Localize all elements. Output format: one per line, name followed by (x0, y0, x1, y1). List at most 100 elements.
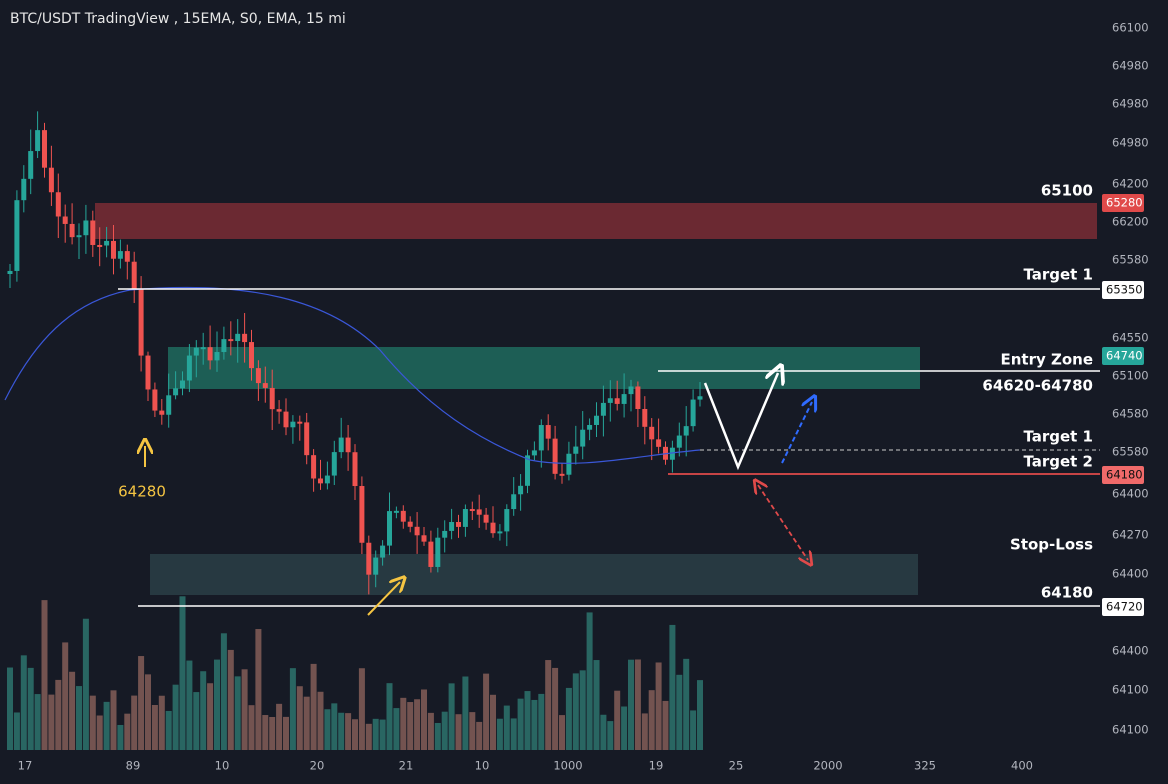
chart-title: BTC/USDT TradingView , 15EMA, S0, EMA, 1… (10, 11, 346, 27)
candle-body (683, 426, 689, 436)
time-axis-label: 10 (475, 759, 490, 773)
time-axis-label: 25 (729, 759, 744, 773)
candle-body (469, 509, 475, 512)
volume-bar (55, 679, 62, 750)
volume-bar (324, 709, 331, 750)
volume-bar (145, 674, 151, 750)
candle-body (221, 339, 227, 353)
candle-body (331, 452, 337, 476)
candle-body (366, 542, 372, 575)
volume-bar (421, 689, 427, 750)
price-tag-label: 65350 (1106, 283, 1143, 297)
candle-body (497, 531, 503, 534)
price-tag (1102, 347, 1144, 365)
candle-body (531, 450, 537, 456)
candle-body (621, 394, 627, 404)
volume-bar (34, 694, 41, 750)
projection-path (703, 373, 778, 471)
candle-body (276, 409, 282, 412)
volume-bar (76, 686, 82, 750)
candle-body (35, 130, 41, 152)
candle-body (352, 452, 358, 487)
time-axis-label: 10 (215, 759, 230, 773)
candle-body (214, 352, 220, 361)
volume-bar (434, 722, 441, 750)
price-axis-label: 64100 (1112, 683, 1149, 697)
candle-body (456, 522, 461, 527)
time-axis-label: 21 (399, 759, 414, 773)
annotation: Target 1 (1023, 428, 1093, 446)
volume-bar (103, 701, 110, 750)
volume-bar (338, 712, 345, 750)
volume-bar (358, 668, 365, 750)
annotation: 64280 (118, 483, 166, 501)
volume-bar (207, 683, 214, 750)
candle-body (525, 455, 530, 486)
annotation: Entry Zone (1000, 351, 1093, 369)
volume-bar (331, 703, 338, 750)
candle-body (104, 240, 110, 246)
volume-bar (697, 680, 703, 750)
volume-bar (400, 697, 407, 750)
candle-body (428, 541, 434, 567)
time-axis-label: 1000 (553, 759, 582, 773)
candle-body (304, 422, 310, 456)
volume-bar (165, 710, 172, 750)
volume-bar (648, 690, 655, 750)
time-axis-label: 17 (18, 759, 33, 773)
volume-bar (276, 703, 283, 750)
volume-bar (138, 656, 145, 750)
volume-bar (621, 706, 628, 750)
candle-body (131, 261, 137, 289)
price-axis-label: 64100 (1112, 723, 1149, 737)
volume-bar (579, 670, 586, 750)
volume-bar (151, 705, 158, 750)
candle-body (545, 425, 551, 439)
candle-body (173, 388, 179, 396)
candle-body (193, 347, 199, 356)
volume-bar (524, 691, 531, 750)
volume-bar (110, 690, 117, 750)
annotation: Target 2 (1023, 453, 1093, 471)
price-axis-label: 64400 (1112, 487, 1149, 501)
volume-bar (393, 708, 400, 750)
annotation: Stop-Loss (1010, 536, 1093, 554)
price-axis-label: 64400 (1112, 567, 1149, 581)
volume-bar (641, 713, 648, 750)
candle-body (387, 511, 392, 546)
candle-body (97, 244, 103, 247)
volume-bar (200, 671, 207, 750)
bearish-arrow (758, 485, 808, 560)
volume-bar (490, 694, 496, 750)
volume-bar (593, 660, 600, 750)
candle-body (559, 473, 565, 476)
volume-bar (303, 696, 310, 750)
price-axis-label: 65100 (1112, 369, 1149, 383)
price-axis-label: 64200 (1112, 177, 1149, 191)
volume-bar (669, 624, 676, 750)
candle-body (62, 216, 68, 224)
volume-bar (82, 618, 89, 750)
volume-bar (124, 713, 131, 750)
candle-body (587, 424, 593, 430)
volume-bar (96, 715, 103, 750)
volume-bar (690, 710, 697, 750)
price-axis-label: 65580 (1112, 253, 1149, 267)
candle-body (656, 439, 662, 447)
price-tag (1102, 281, 1144, 299)
volume-bar (317, 691, 324, 750)
volume-bar (193, 692, 200, 750)
volume-bar (414, 699, 421, 750)
candle-body (90, 220, 96, 245)
volume-bar (510, 718, 517, 750)
price-axis-label: 65580 (1112, 445, 1149, 459)
candle-body (76, 235, 82, 238)
candle-body (255, 368, 261, 384)
entry-zone (168, 347, 920, 389)
price-axis-label: 64580 (1112, 407, 1149, 421)
candle-body (21, 178, 27, 201)
candle-body (48, 167, 54, 193)
volume-bar (455, 714, 462, 750)
candle-body (614, 398, 620, 404)
volume-bar (248, 705, 255, 750)
